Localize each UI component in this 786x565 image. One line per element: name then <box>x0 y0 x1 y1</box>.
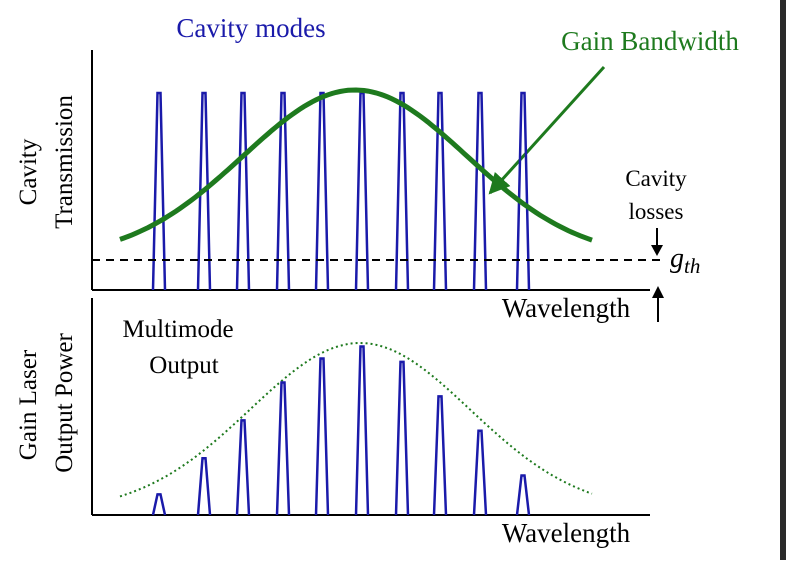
cavity-losses-line2: losses <box>629 199 684 224</box>
losses-down-arrow <box>651 228 663 256</box>
top-x-label: Wavelength <box>502 293 631 323</box>
output-mode-peak <box>314 357 330 516</box>
cavity-mode-peak <box>394 91 410 291</box>
top-y-label-line1: Cavity <box>15 138 42 205</box>
output-mode-peak <box>515 474 531 516</box>
top-y-label-line2: Transmission <box>51 95 78 229</box>
multimode-label-line2: Output <box>149 352 219 379</box>
bottom-y-label-line2: Output Power <box>51 333 78 473</box>
cavity-mode-peak <box>151 91 167 291</box>
output-mode-peak <box>354 345 370 516</box>
output-envelope-curve <box>119 341 593 498</box>
output-mode-peak <box>432 395 448 516</box>
multimode-label-line1: Multimode <box>122 316 233 343</box>
threshold-gain-label: gth <box>670 243 700 278</box>
bottom-y-label-line1: Gain Laser <box>15 349 42 460</box>
gain-bandwidth-label: Gain Bandwidth <box>561 26 739 56</box>
cavity-mode-peak <box>432 91 448 291</box>
output-mode-peak <box>196 456 212 516</box>
cavity-mode-peaks <box>151 91 531 291</box>
cavity-mode-peak <box>472 91 488 291</box>
bottom-x-label: Wavelength <box>502 518 631 548</box>
cavity-mode-peak <box>354 91 370 291</box>
window-edge <box>780 0 786 560</box>
top-panel: Cavity Transmission Cavity modes Gain Ba… <box>15 13 739 323</box>
cavity-mode-peak <box>275 91 291 291</box>
gain-pointer-arrow <box>488 65 606 195</box>
cavity-losses-line1: Cavity <box>625 166 687 191</box>
cavity-mode-peak <box>235 91 251 291</box>
cavity-modes-title: Cavity modes <box>176 13 325 43</box>
gain-bandwidth-curve <box>119 87 593 243</box>
output-mode-peak <box>275 381 291 516</box>
output-mode-peak <box>472 429 488 516</box>
cavity-mode-peak <box>515 91 531 291</box>
cavity-mode-peak <box>314 91 330 291</box>
output-mode-peak <box>394 360 410 516</box>
up-arrow <box>652 286 664 322</box>
output-mode-peaks <box>151 345 531 516</box>
output-mode-peak <box>151 493 167 516</box>
bottom-panel: Gain Laser Output Power Multimode Output… <box>15 298 650 548</box>
output-mode-peak <box>235 419 251 516</box>
